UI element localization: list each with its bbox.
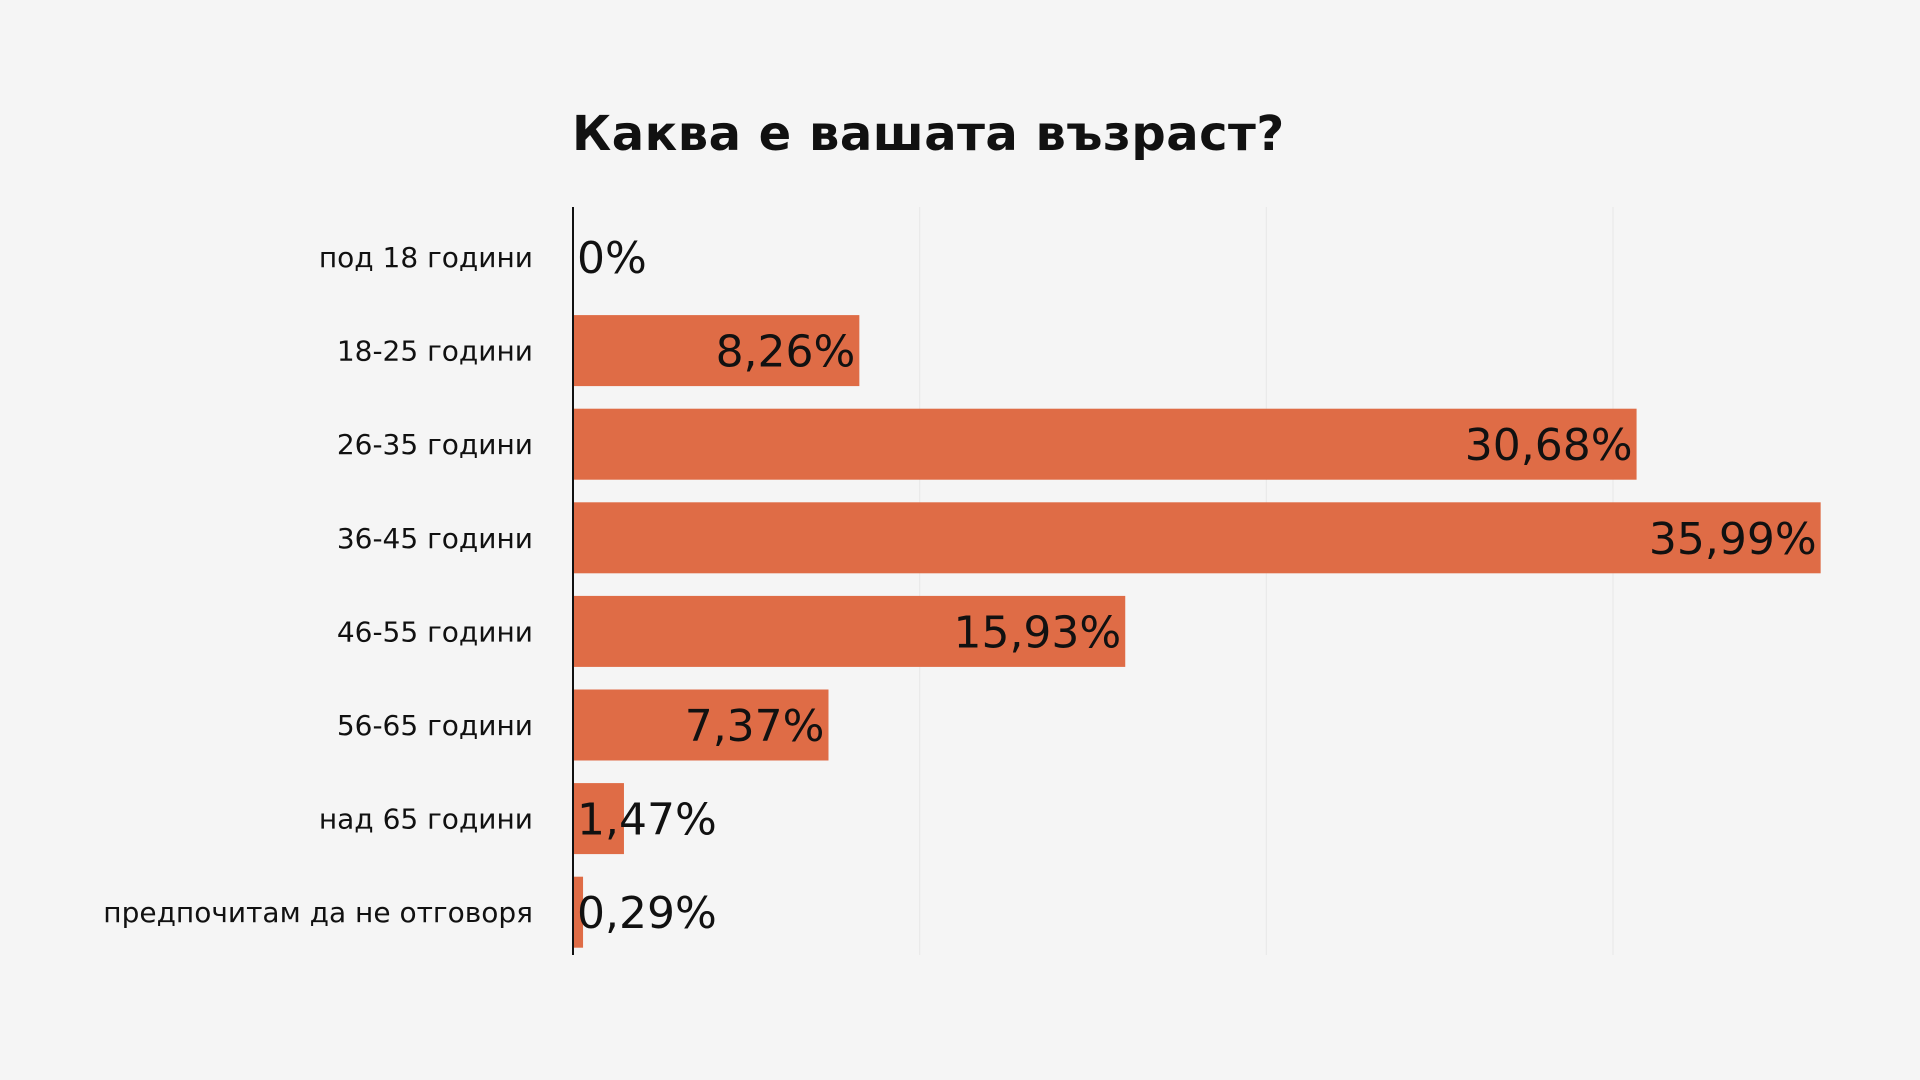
category-label: над 65 години <box>319 803 533 836</box>
data-label: 1,47% <box>577 795 717 846</box>
data-label: 15,93% <box>953 607 1121 658</box>
data-label: 30,68% <box>1465 420 1633 471</box>
data-label: 0,29% <box>577 888 717 939</box>
bar <box>573 595 1126 667</box>
category-label: 56-65 години <box>337 709 533 742</box>
category-label: 18-25 години <box>337 335 533 368</box>
bar <box>573 315 860 387</box>
bar <box>573 408 1637 480</box>
bar <box>573 502 1821 574</box>
category-label: под 18 години <box>319 241 533 274</box>
data-label: 7,37% <box>685 701 825 752</box>
bar <box>573 689 829 761</box>
chart-title: Каква е вашата възраст? <box>572 106 1285 162</box>
data-label: 8,26% <box>716 327 856 378</box>
category-label: 46-55 години <box>337 615 533 648</box>
bar <box>573 783 624 855</box>
data-label: 0% <box>577 233 647 284</box>
data-label: 35,99% <box>1649 514 1817 565</box>
bar <box>573 876 584 948</box>
category-label: 36-45 години <box>337 522 533 555</box>
category-label: предпочитам да не отговоря <box>103 896 533 929</box>
category-label: 26-35 години <box>337 428 533 461</box>
